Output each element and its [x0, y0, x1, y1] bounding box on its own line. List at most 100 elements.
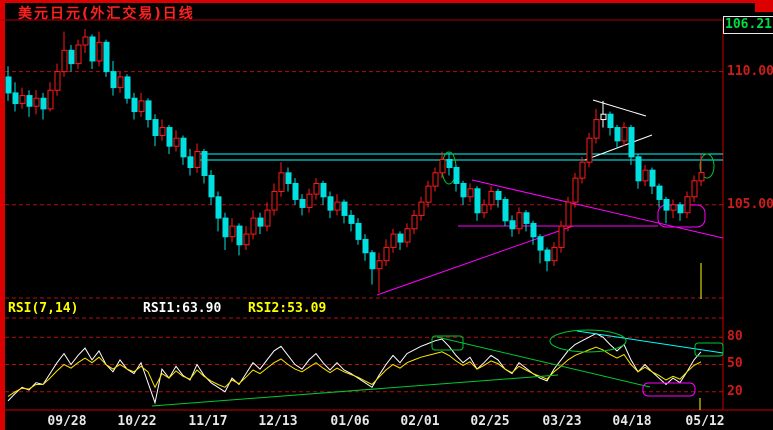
- candle: [187, 148, 194, 176]
- candle: [75, 39, 82, 69]
- candle: [600, 100, 607, 128]
- candle: [460, 180, 467, 205]
- date-tick-label: 02/01: [400, 414, 440, 429]
- candle: [425, 180, 432, 208]
- candle: [327, 191, 334, 219]
- candle: [208, 170, 215, 205]
- candle: [446, 152, 453, 176]
- candle: [292, 178, 299, 205]
- rsi-trendline: [436, 336, 651, 388]
- axis-tick-label: 20: [727, 384, 743, 399]
- axis-tick-label: 80: [727, 329, 743, 344]
- main-trendline: [471, 179, 724, 239]
- candle: [544, 247, 551, 272]
- candle: [152, 114, 159, 147]
- axis-tick-label: 105.00: [727, 197, 773, 212]
- candle: [362, 234, 369, 261]
- main-trendline: [584, 134, 653, 161]
- rsi1-value-label: RSI1:63.90: [143, 301, 222, 316]
- candle: [621, 122, 628, 147]
- candle: [698, 154, 705, 187]
- candle: [61, 31, 68, 77]
- candle: [628, 124, 635, 165]
- candle: [390, 228, 397, 253]
- candle: [68, 44, 75, 72]
- candle: [537, 234, 544, 264]
- date-tick-label: 11/17: [188, 414, 228, 429]
- rsi-annotation-ellipse: [549, 329, 627, 353]
- left-border: [0, 0, 5, 430]
- candle: [355, 218, 362, 245]
- candle: [369, 250, 376, 285]
- candle: [481, 199, 488, 219]
- candle: [103, 39, 110, 77]
- candle: [411, 210, 418, 235]
- candle: [222, 212, 229, 251]
- candle: [285, 167, 292, 192]
- candle: [656, 183, 663, 208]
- candle: [432, 167, 439, 192]
- candles-group: [5, 28, 705, 293]
- candle: [348, 210, 355, 232]
- date-tick-label: 03/23: [542, 414, 582, 429]
- candle: [572, 172, 579, 208]
- candle: [614, 124, 621, 149]
- candle: [243, 226, 250, 251]
- date-tick-label: 05/12: [685, 414, 725, 429]
- date-tick-label: 09/28: [47, 414, 87, 429]
- candle: [341, 199, 348, 224]
- candle: [257, 212, 264, 235]
- candle: [439, 151, 446, 179]
- axis-tick-label: 50: [727, 356, 743, 371]
- candle: [649, 167, 656, 195]
- candle: [215, 191, 222, 232]
- candle: [313, 178, 320, 200]
- rsi2-line: [7, 346, 702, 397]
- candle: [306, 188, 313, 213]
- candle: [579, 156, 586, 184]
- axis-tick-label: 110.00: [727, 64, 773, 79]
- main-annotation-ellipse: [699, 153, 715, 179]
- candle: [691, 175, 698, 203]
- candle: [124, 74, 131, 104]
- candle: [250, 210, 257, 240]
- last-price-badge: 106.21: [723, 16, 773, 34]
- candle: [278, 162, 285, 197]
- candle: [26, 90, 33, 117]
- candle: [138, 92, 145, 117]
- candle: [516, 207, 523, 235]
- candle: [12, 82, 19, 112]
- date-tick-label: 01/06: [330, 414, 370, 429]
- titlebar-corner-block: [755, 0, 773, 12]
- candle: [586, 132, 593, 168]
- date-tick-label: 02/25: [470, 414, 510, 429]
- candle: [558, 220, 565, 253]
- candle: [166, 124, 173, 155]
- candle: [236, 223, 243, 256]
- candle: [404, 223, 411, 248]
- candle: [593, 108, 600, 144]
- candle: [383, 239, 390, 267]
- rsi-annotation-box: [694, 342, 724, 357]
- date-tick-label: 10/22: [117, 414, 157, 429]
- candle: [663, 196, 670, 224]
- candle: [5, 66, 12, 101]
- candle: [607, 111, 614, 136]
- candle: [551, 242, 558, 267]
- candle: [635, 154, 642, 189]
- candle: [565, 196, 572, 232]
- rsi2-value-label: RSI2:53.09: [248, 301, 327, 316]
- rsi-trendline: [151, 374, 559, 407]
- candle: [145, 98, 152, 128]
- candle: [530, 220, 537, 245]
- rsi-trendline: [576, 330, 724, 354]
- candle: [47, 82, 54, 112]
- candle: [33, 90, 40, 115]
- candle: [117, 71, 124, 93]
- candle: [677, 202, 684, 221]
- chart-title: 美元日元(外汇交易)日线: [18, 6, 195, 22]
- candle: [96, 31, 103, 67]
